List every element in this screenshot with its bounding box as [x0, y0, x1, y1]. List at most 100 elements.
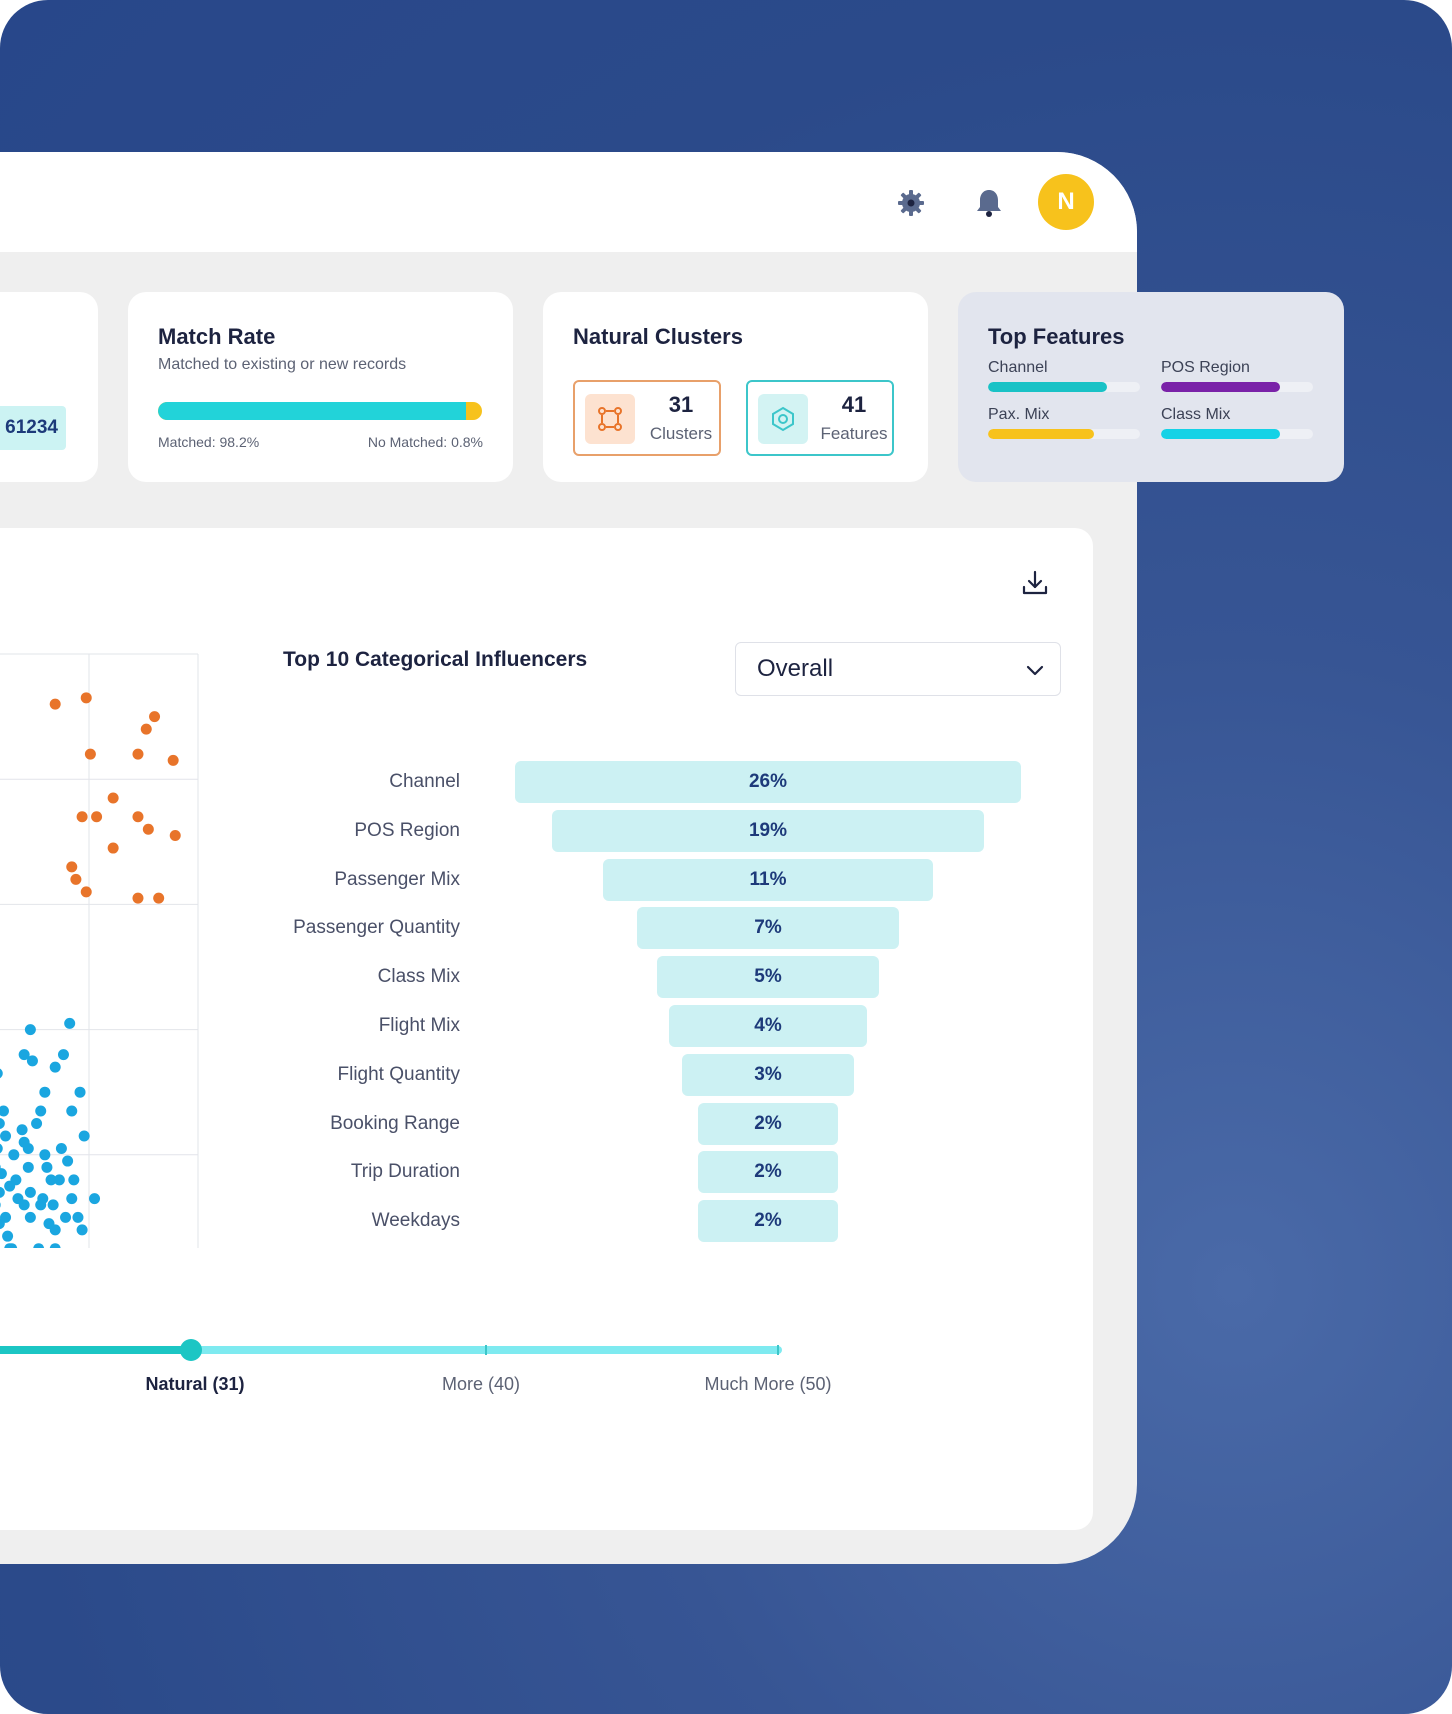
funnel-bar[interactable]: 11% [603, 858, 933, 901]
scatter-point [107, 792, 119, 804]
funnel-bar[interactable]: 4% [668, 1005, 868, 1047]
influencers-title: Top 10 Categorical Influencers [283, 648, 588, 671]
scatter-point [153, 892, 165, 904]
funnel-bar-value: 4% [754, 1015, 782, 1036]
match-rate-card: Match Rate Matched to existing or new re… [128, 292, 513, 482]
id-badge: 61234 [0, 406, 66, 450]
scatter-point [76, 1224, 88, 1236]
clusters-count: 31 [668, 392, 694, 417]
funnel-category-label: Weekdays [371, 1210, 460, 1232]
scatter-point [26, 1055, 38, 1067]
scatter-point [4, 1180, 16, 1192]
scatter-point [49, 1243, 61, 1248]
funnel-bar[interactable]: 2% [697, 1200, 839, 1243]
feature-hexagon-icon [758, 394, 808, 444]
bell-icon[interactable] [971, 185, 1007, 221]
scatter-point [66, 1105, 78, 1117]
top-feature-bar-fill [988, 429, 1095, 439]
segment-dropdown-value: Overall [757, 655, 834, 682]
segment-dropdown[interactable]: Overall [735, 642, 1061, 696]
top-features-card: Top Features Channel POS Region Pax. Mix Cl… [958, 292, 1344, 482]
funnel-bar[interactable]: 2% [697, 1102, 839, 1145]
scatter-point [31, 1118, 43, 1129]
funnel-bar[interactable]: 7% [636, 907, 900, 950]
scatter-point [60, 1211, 72, 1223]
scatter-point [142, 823, 154, 835]
top-feature-bar [1161, 429, 1313, 439]
slider-label[interactable]: Natural (31) [145, 1374, 245, 1394]
scatter-point [49, 1061, 61, 1073]
features-stat[interactable]: 41 Features [746, 380, 894, 456]
top-feature-label: POS Region [1161, 359, 1250, 376]
scatter-point [39, 1149, 51, 1161]
scatter-point [18, 1049, 30, 1061]
scatter-point [66, 861, 78, 873]
scatter-point [80, 886, 92, 898]
funnel-bar[interactable]: 26% [515, 761, 1021, 803]
top-feature-bar [988, 429, 1140, 439]
scatter-point [132, 748, 144, 760]
scatter-point [2, 1230, 14, 1242]
download-icon[interactable] [1020, 568, 1050, 598]
funnel-category-label: Passenger Mix [334, 868, 460, 890]
scatter-point [22, 1143, 34, 1155]
scatter-point [107, 842, 119, 854]
cluster-granularity-slider[interactable] [0, 528, 820, 1368]
funnel-bar[interactable]: 5% [657, 956, 879, 999]
top-feature-bar [1161, 382, 1313, 392]
scatter-point [45, 1174, 57, 1186]
clusters-stat[interactable]: 31 Clusters [573, 380, 721, 456]
slider-label[interactable]: Much More (50) [704, 1374, 832, 1394]
scatter-point [0, 1118, 5, 1129]
scatter-point [55, 1143, 67, 1155]
scatter-point [0, 1143, 3, 1154]
scatter-point [91, 811, 103, 823]
scatter-point [41, 1161, 53, 1173]
slider-label[interactable]: More (40) [441, 1374, 521, 1394]
scatter-point [57, 1049, 69, 1061]
natural-clusters-card: Natural Clusters 31 Clusters [543, 292, 928, 482]
features-count: 41 [841, 392, 867, 417]
funnel-bar-value: 19% [748, 819, 787, 841]
funnel-bar-value: 2% [754, 1161, 782, 1183]
clusters-analysis-panel: Top 10 Categorical Influencers Overall C… [0, 528, 1093, 1530]
match-rate-progress-fill [158, 402, 466, 420]
scatter-point [0, 1105, 9, 1117]
gear-icon[interactable] [893, 185, 929, 221]
funnel-category-label: Flight Mix [378, 1015, 460, 1036]
scatter-point [49, 1224, 61, 1236]
funnel-category-label: Channel [389, 771, 460, 792]
scatter-point [70, 873, 82, 885]
scatter-point [0, 1130, 12, 1142]
scatter-point [76, 811, 88, 823]
natural-clusters-title: Natural Clusters [573, 324, 743, 349]
funnel-bar-value: 5% [754, 966, 782, 988]
scatter-point [35, 1199, 47, 1211]
avatar[interactable]: N [1038, 174, 1094, 230]
id-card: 61234 [0, 292, 98, 482]
match-rate-progress [158, 402, 482, 420]
app-window: N 61234 Match Rate Matched to existing o… [0, 152, 1137, 1564]
scatter-point [22, 1161, 34, 1173]
scatter-point [39, 1086, 51, 1098]
scatter-point [53, 1174, 65, 1186]
scatter-point [68, 1174, 80, 1186]
funnel-category-label: Flight Quantity [337, 1063, 461, 1085]
scatter-point [89, 1193, 101, 1205]
scatter-point [0, 1186, 5, 1198]
funnel-bar[interactable]: 3% [682, 1053, 854, 1096]
scatter-point [8, 1149, 20, 1161]
match-rate-subtitle: Matched to existing or new records [158, 356, 407, 373]
funnel-bar[interactable]: 2% [697, 1151, 839, 1194]
scatter-point [0, 1218, 5, 1230]
funnel-category-label: Passenger Quantity [293, 917, 460, 939]
funnel-bar[interactable]: 19% [551, 809, 985, 852]
cluster-scatter-plot [0, 653, 199, 1248]
scatter-point [35, 1105, 47, 1117]
scatter-point [47, 1199, 59, 1211]
scatter-point [140, 723, 152, 735]
features-label: Features [820, 424, 888, 443]
slider-thumb[interactable] [180, 1339, 202, 1361]
top-features-title: Top Features [988, 324, 1125, 349]
